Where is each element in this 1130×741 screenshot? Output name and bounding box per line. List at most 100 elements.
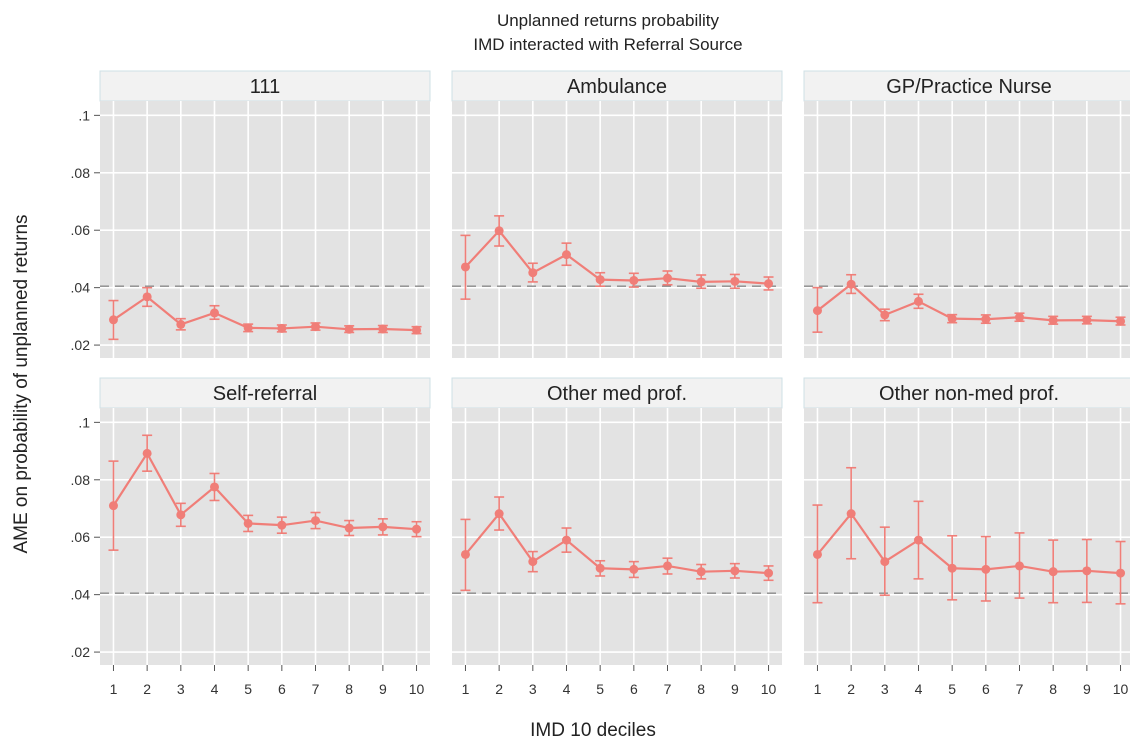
- data-point: [764, 568, 774, 578]
- chart-title-line-1: Unplanned returns probability: [497, 11, 720, 30]
- data-point: [1082, 566, 1092, 576]
- data-point: [412, 524, 422, 534]
- facet-strip: [451, 70, 783, 102]
- x-tick-label: 6: [630, 681, 638, 697]
- facet-panel: Self-referral .02 .04 .06 .08 .1 1 2 3 4 5 6 7 8 9 10: [71, 377, 431, 697]
- x-tick-label: 2: [143, 681, 151, 697]
- facet-strip-label: Other non-med prof.: [879, 383, 1059, 405]
- x-tick-label: 1: [462, 681, 470, 697]
- data-point: [764, 279, 774, 289]
- facet-strip-label: Self-referral: [213, 383, 317, 405]
- data-point: [1015, 561, 1025, 571]
- data-point: [561, 535, 571, 545]
- y-tick-label: .06: [71, 529, 91, 545]
- data-point: [209, 482, 219, 492]
- data-point: [730, 566, 740, 576]
- facet-strip-label: Ambulance: [567, 76, 667, 98]
- x-axis-title: IMD 10 deciles: [530, 720, 656, 741]
- series-line: [464, 229, 769, 285]
- facet-strip: [803, 377, 1130, 409]
- x-tick-label: 8: [697, 681, 705, 697]
- data-point: [344, 523, 354, 533]
- x-tick-label: 7: [1016, 681, 1024, 697]
- data-point: [561, 250, 571, 260]
- data-point: [629, 275, 639, 285]
- x-tick-label: 5: [244, 681, 252, 697]
- x-tick-label: 6: [982, 681, 990, 697]
- facet-panel: Ambulance: [451, 70, 783, 358]
- data-point: [176, 319, 186, 329]
- facet-strip: [451, 377, 783, 409]
- data-point: [494, 226, 504, 236]
- data-point: [108, 501, 118, 511]
- data-point: [277, 520, 287, 530]
- x-tick-label: 5: [596, 681, 604, 697]
- data-point: [1048, 315, 1058, 325]
- x-tick-label: 1: [110, 681, 118, 697]
- x-tick-label: 9: [379, 681, 387, 697]
- data-point: [528, 557, 538, 567]
- series-line: [464, 511, 769, 575]
- data-point: [846, 279, 856, 289]
- series-line: [112, 295, 417, 332]
- x-tick-label: 3: [177, 681, 185, 697]
- y-tick-label: .02: [71, 337, 91, 353]
- data-point: [176, 510, 186, 520]
- data-point: [1116, 316, 1126, 326]
- y-axis-title: AME on probability of unplanned returns: [11, 214, 32, 553]
- facet-strip-label: 111: [250, 76, 280, 98]
- x-tick-label: 3: [529, 681, 537, 697]
- data-point: [311, 322, 321, 332]
- data-point: [696, 277, 706, 287]
- x-tick-label: 10: [761, 681, 777, 697]
- data-point: [412, 325, 422, 335]
- x-tick-label: 1: [814, 681, 822, 697]
- data-point: [460, 549, 470, 559]
- data-point: [663, 561, 673, 571]
- data-point: [696, 567, 706, 577]
- data-point: [378, 324, 388, 334]
- data-point: [730, 276, 740, 286]
- data-point: [1048, 567, 1058, 577]
- series-line: [112, 451, 417, 531]
- x-tick-label: 2: [847, 681, 855, 697]
- data-point: [812, 306, 822, 316]
- x-tick-label: 9: [731, 681, 739, 697]
- data-point: [913, 296, 923, 306]
- y-tick-label: .1: [78, 414, 90, 430]
- chart-title-line-2: IMD interacted with Referral Source: [473, 35, 742, 54]
- x-tick-label: 3: [881, 681, 889, 697]
- facet-panel: Other med prof. 1 2 3 4 5 6 7 8 9 10: [451, 377, 783, 697]
- data-point: [595, 275, 605, 285]
- x-tick-label: 7: [664, 681, 672, 697]
- data-point: [981, 564, 991, 574]
- y-tick-label: .04: [71, 280, 91, 296]
- y-tick-label: .02: [71, 644, 91, 660]
- data-point: [243, 518, 253, 528]
- data-point: [947, 314, 957, 324]
- y-tick-label: .06: [71, 222, 91, 238]
- data-point: [528, 268, 538, 278]
- facet-strip-label: Other med prof.: [547, 383, 687, 405]
- y-tick-label: .1: [78, 107, 90, 123]
- x-tick-label: 8: [1049, 681, 1057, 697]
- series-line: [816, 511, 1121, 575]
- x-tick-label: 10: [1113, 681, 1129, 697]
- data-point: [494, 509, 504, 519]
- facet-panel: 111 .02 .04 .06 .08 .1: [71, 70, 431, 358]
- data-point: [209, 308, 219, 318]
- data-point: [947, 563, 957, 573]
- data-point: [846, 509, 856, 519]
- x-tick-label: 4: [915, 681, 923, 697]
- x-tick-label: 10: [409, 681, 425, 697]
- x-tick-label: 6: [278, 681, 286, 697]
- facet-panel: Other non-med prof. 1 2 3 4 5 6 7 8 9 10: [803, 377, 1130, 697]
- data-point: [981, 314, 991, 324]
- facet-panel: GP/Practice Nurse: [803, 70, 1130, 358]
- facet-strip-label: GP/Practice Nurse: [886, 76, 1052, 98]
- y-tick-label: .04: [71, 587, 91, 603]
- data-point: [812, 549, 822, 559]
- data-point: [344, 324, 354, 334]
